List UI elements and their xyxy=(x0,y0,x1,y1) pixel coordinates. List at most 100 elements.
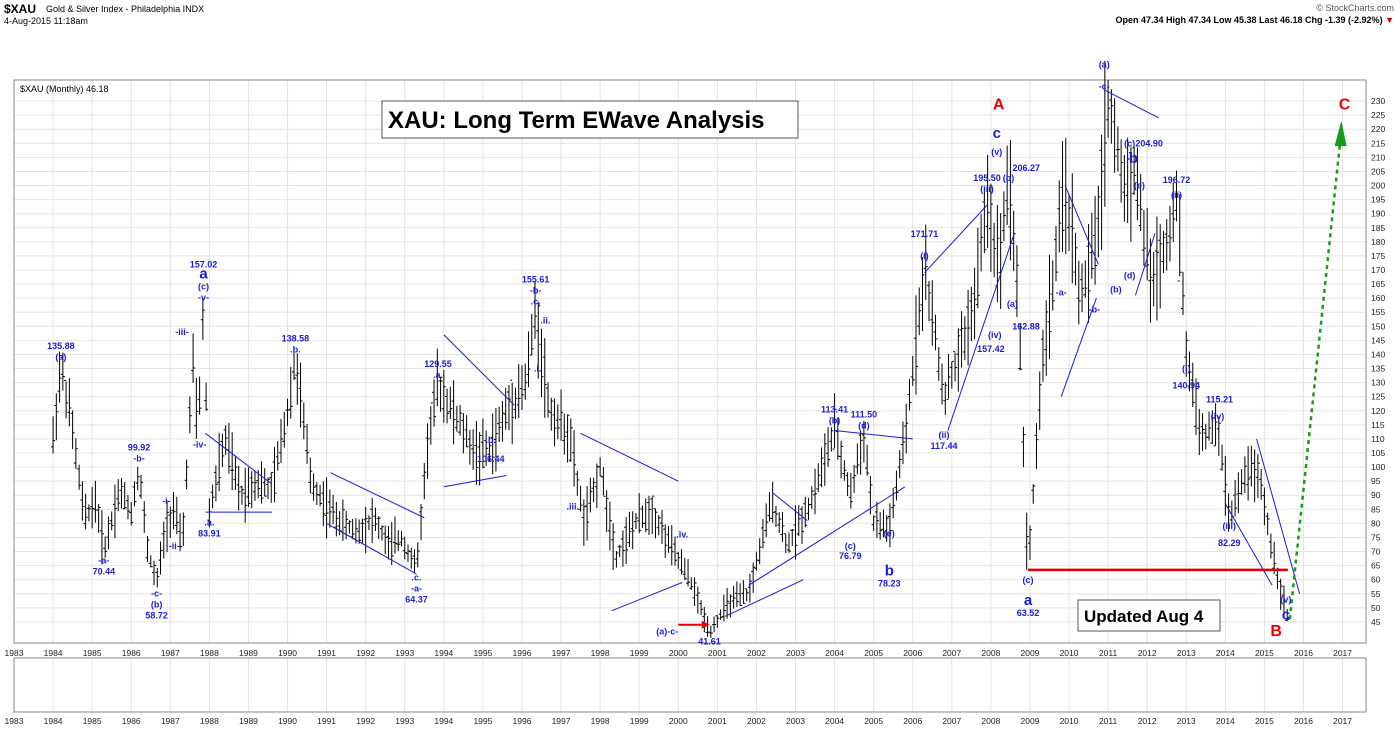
x-tick-label: 1999 xyxy=(630,716,649,726)
wave-label: (d) xyxy=(1124,271,1136,281)
y-tick-label: 110 xyxy=(1371,434,1385,444)
y-tick-label: 225 xyxy=(1371,110,1385,120)
wave-label: 82.29 xyxy=(1218,538,1241,548)
wave-label-degree: a xyxy=(1024,592,1033,609)
y-tick-label: 55 xyxy=(1371,589,1381,599)
trendline xyxy=(724,579,804,617)
trendline xyxy=(1103,89,1160,119)
x-tick-label: 1988 xyxy=(200,648,219,658)
y-axis-ticks: 45 50 55 60 65 70 75 80 85 90 95 100 105 110 115 120 125… xyxy=(1371,96,1385,627)
down-arrow-icon: ▼ xyxy=(1385,15,1394,25)
x-tick-label: 1992 xyxy=(356,648,375,658)
wave-label: 99.92 xyxy=(128,442,151,452)
y-tick-label: 160 xyxy=(1371,293,1385,303)
wave-label: -iii- xyxy=(175,327,189,337)
wave-label: .b. xyxy=(485,435,496,445)
y-tick-label: 90 xyxy=(1371,490,1381,500)
y-tick-label: 80 xyxy=(1371,518,1381,528)
x-tick-label: 2008 xyxy=(981,648,1000,658)
y-tick-label: 180 xyxy=(1371,237,1385,247)
wave-label: (c) xyxy=(198,282,209,292)
x-tick-label: 1994 xyxy=(434,716,453,726)
wave-label: (iv) xyxy=(1211,411,1225,421)
x-tick-label: 2017 xyxy=(1333,716,1352,726)
x-tick-label: 1989 xyxy=(239,716,258,726)
wave-label: 171.71 xyxy=(911,229,939,239)
x-tick-label: 1986 xyxy=(122,648,141,658)
wave-label-primary: A xyxy=(993,97,1005,114)
red-arrow-icon xyxy=(701,620,710,629)
wave-label: 155.61 xyxy=(522,275,550,285)
trendline xyxy=(326,522,417,575)
wave-label-degree: a xyxy=(199,266,208,283)
wave-label: 63.52 xyxy=(1017,608,1040,618)
x-tick-label: 1999 xyxy=(630,648,649,658)
wave-label: (i) xyxy=(1182,364,1191,374)
y-tick-label: 145 xyxy=(1371,335,1385,345)
trendline xyxy=(1134,233,1156,296)
x-tick-label: 1988 xyxy=(200,716,219,726)
x-tick-label: 2004 xyxy=(825,648,844,658)
x-tick-label: 1984 xyxy=(44,648,63,658)
x-tick-label: 1995 xyxy=(473,648,492,658)
wave-label: (c) xyxy=(1023,575,1034,585)
wave-label-primary: B xyxy=(1270,623,1282,640)
x-tick-label: 1990 xyxy=(278,716,297,726)
chart-plot-frame xyxy=(13,79,1367,644)
trendline xyxy=(748,486,906,586)
wave-label: .ii. xyxy=(540,316,550,326)
x-tick-label: 1997 xyxy=(552,648,571,658)
x-tick-label: 2003 xyxy=(786,716,805,726)
y-tick-label: 50 xyxy=(1371,603,1381,613)
x-tick-label: 2016 xyxy=(1294,648,1313,658)
x-tick-label: 1995 xyxy=(473,716,492,726)
x-tick-label: 2008 xyxy=(981,716,1000,726)
y-tick-label: 65 xyxy=(1371,561,1381,571)
y-tick-label: 170 xyxy=(1371,265,1385,275)
volume-x-axis-ticks: 1983 1984 1985 1986 1987 1988 1989 1990 1991 1992… xyxy=(5,716,1353,726)
quote-summary: Open 47.34 High 47.34 Low 45.38 Last 46.… xyxy=(1115,15,1394,25)
projection-arrow-icon xyxy=(1334,120,1347,147)
wave-label: -a- xyxy=(411,583,422,593)
y-tick-label: 85 xyxy=(1371,504,1381,514)
x-tick-label: 1998 xyxy=(591,648,610,658)
wave-label: 196.72 xyxy=(1163,175,1191,185)
trendline xyxy=(834,429,913,440)
title-text: XAU: Long Term EWave Analysis xyxy=(388,107,765,134)
x-tick-label: 1998 xyxy=(591,716,610,726)
x-tick-label: 2004 xyxy=(825,716,844,726)
y-tick-label: 60 xyxy=(1371,575,1381,585)
y-tick-label: 95 xyxy=(1371,476,1381,486)
wave-label: -c- xyxy=(151,588,162,598)
y-tick-label: 130 xyxy=(1371,378,1385,388)
copyright-label: © StockCharts.com xyxy=(1316,3,1394,13)
y-tick-label: 125 xyxy=(1371,392,1385,402)
trendline xyxy=(330,472,425,519)
y-tick-label: 140 xyxy=(1371,349,1385,359)
y-tick-label: 215 xyxy=(1371,138,1385,148)
wave-label: 83.91 xyxy=(198,528,221,538)
trendline xyxy=(1064,185,1099,265)
x-tick-label: 2006 xyxy=(903,716,922,726)
title-box xyxy=(381,100,799,139)
x-axis-ticks: 1983 1984 1985 1986 1987 1988 1989 1990 1991 1992… xyxy=(5,648,1353,658)
wave-label: (b) xyxy=(1003,173,1015,183)
wave-label: -i- xyxy=(162,496,171,506)
x-tick-label: 1989 xyxy=(239,648,258,658)
x-tick-label: 1996 xyxy=(513,716,532,726)
y-tick-label: 120 xyxy=(1371,406,1385,416)
wave-label: (v) xyxy=(1280,594,1291,604)
wave-label: 70.44 xyxy=(93,566,116,576)
x-tick-label: 2010 xyxy=(1060,716,1079,726)
wave-label: (c) xyxy=(845,541,856,551)
updated-box xyxy=(1077,599,1221,632)
wave-label: 135.88 xyxy=(47,341,75,351)
wave-label: 58.72 xyxy=(145,610,168,620)
x-tick-label: 2010 xyxy=(1060,648,1079,658)
wave-label: -b- xyxy=(1089,304,1101,314)
wave-label: (ii) xyxy=(1171,190,1182,200)
y-tick-label: 230 xyxy=(1371,96,1385,106)
x-tick-label: 1987 xyxy=(161,648,180,658)
y-tick-label: 100 xyxy=(1371,462,1385,472)
projection-line xyxy=(1288,137,1342,620)
